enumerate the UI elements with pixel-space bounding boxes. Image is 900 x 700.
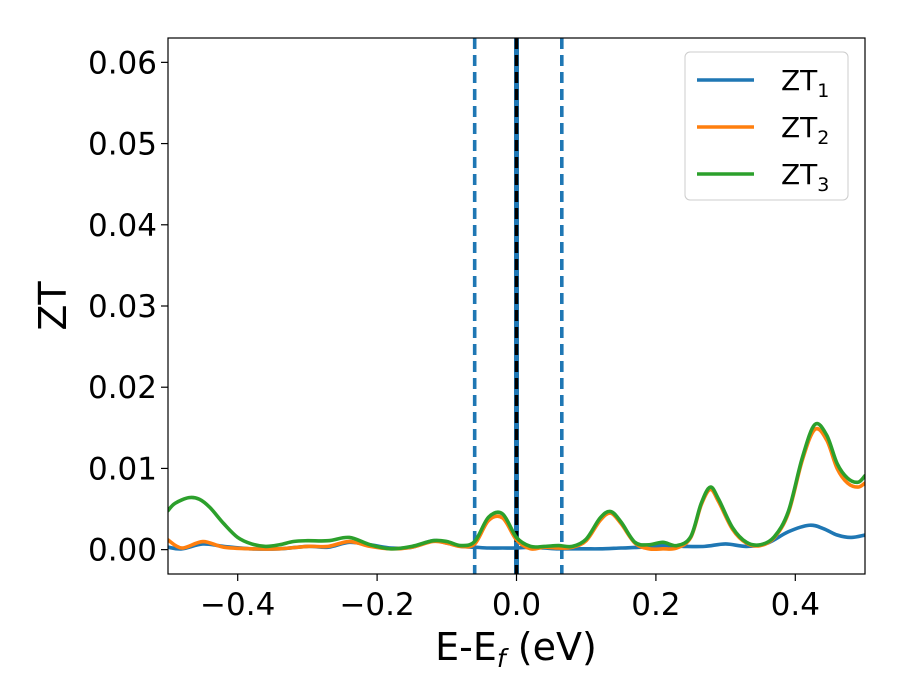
x-tick-label: −0.2 <box>339 587 414 623</box>
legend-label: ZT3 <box>781 158 829 196</box>
y-tick-label: 0.01 <box>88 451 157 487</box>
x-tick-label: −0.4 <box>200 587 275 623</box>
x-tick-label: 0.0 <box>492 587 541 623</box>
legend-label: ZT1 <box>781 64 829 102</box>
reference-lines <box>472 38 564 574</box>
y-axis: 0.00 0.01 0.02 0.03 0.04 0.05 0.06 <box>88 45 168 569</box>
y-tick-label: 0.04 <box>88 208 157 244</box>
x-tick-label: 0.2 <box>631 587 680 623</box>
y-tick-label: 0.06 <box>88 45 157 81</box>
series-lines <box>168 421 865 552</box>
x-tick-label: 0.4 <box>771 587 820 623</box>
series-line-zt3 <box>168 421 865 551</box>
legend-frame <box>684 51 849 201</box>
y-tick-label: 0.05 <box>88 127 157 163</box>
y-tick-label: 0.02 <box>88 370 157 406</box>
y-tick-label: 0.03 <box>88 289 157 325</box>
y-axis-label: ZT <box>31 281 75 331</box>
x-axis-label: E-Ef (eV) <box>435 625 597 673</box>
legend-label: ZT2 <box>781 111 829 149</box>
y-tick-label: 0.00 <box>88 533 157 569</box>
x-axis: −0.4 −0.2 0.0 0.2 0.4 <box>200 574 820 623</box>
legend: ZT1 ZT2 ZT3 <box>684 51 849 201</box>
